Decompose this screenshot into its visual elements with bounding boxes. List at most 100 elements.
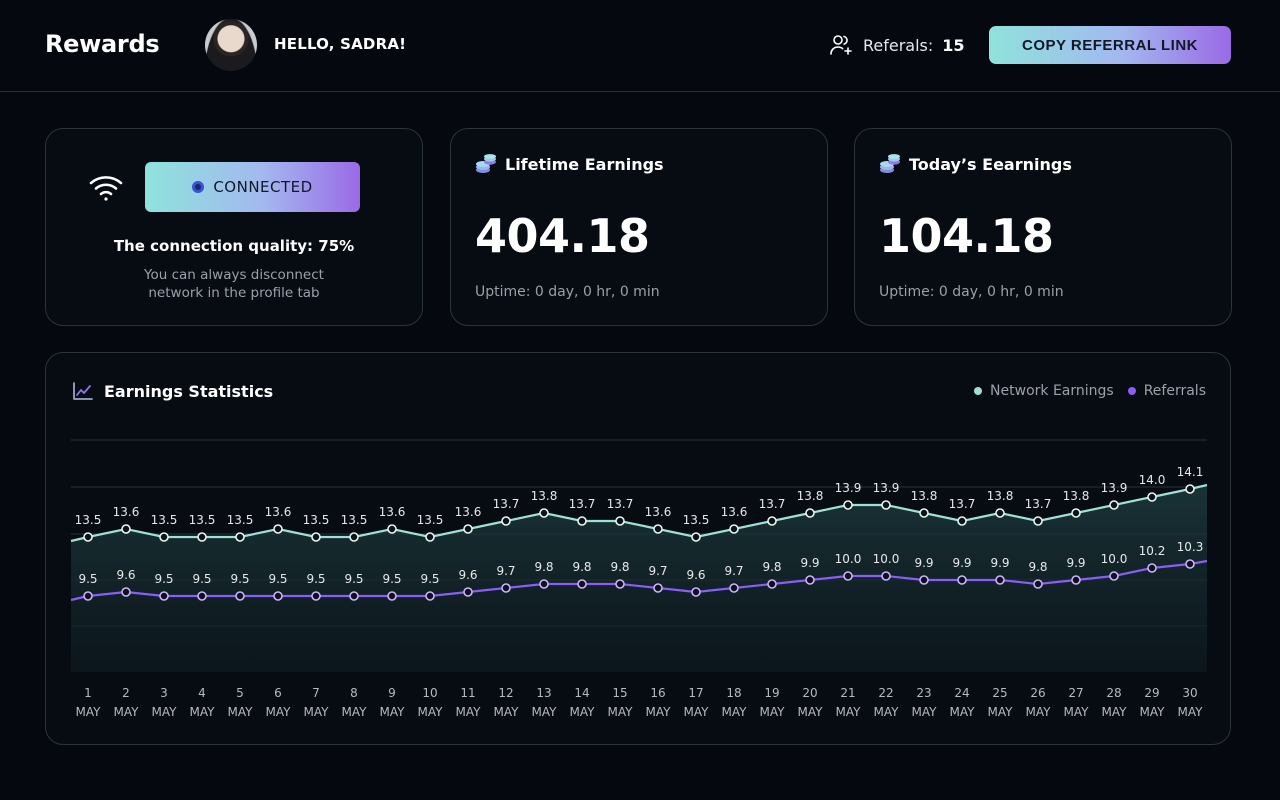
disconnect-hint: You can always disconnect network in the… xyxy=(46,266,422,302)
referral-data-label: 9.5 xyxy=(420,572,439,586)
referral-point xyxy=(653,583,663,593)
network-point xyxy=(691,532,701,542)
legend-referrals[interactable]: Referrals xyxy=(1127,383,1206,399)
referral-data-label: 9.6 xyxy=(686,568,705,582)
network-data-label: 13.9 xyxy=(1101,481,1128,495)
legend-label-network: Network Earnings xyxy=(990,383,1114,399)
network-data-label: 13.5 xyxy=(683,513,710,527)
x-tick-sublabel: MAY xyxy=(494,705,520,719)
referral-point xyxy=(767,579,777,589)
referral-data-label: 9.7 xyxy=(496,564,515,578)
x-tick-sublabel: MAY xyxy=(798,705,824,719)
referrals-count: 15 xyxy=(942,35,965,55)
x-tick-sublabel: MAY xyxy=(760,705,786,719)
x-tick-sublabel: MAY xyxy=(342,705,368,719)
referral-data-label: 9.9 xyxy=(800,556,819,570)
today-earnings-card: Today’s Eearnings 104.18 Uptime: 0 day, … xyxy=(854,128,1232,326)
referrals-line xyxy=(70,559,1208,602)
network-point xyxy=(159,532,169,542)
x-tick-sublabel: MAY xyxy=(114,705,140,719)
network-point xyxy=(121,524,131,534)
referral-data-label: 9.7 xyxy=(724,564,743,578)
copy-referral-link-button[interactable]: COPY REFERRAL LINK xyxy=(989,26,1231,64)
x-tick-label: 28 xyxy=(1106,686,1121,700)
x-tick-label: 10 xyxy=(422,686,437,700)
network-data-label: 13.8 xyxy=(531,489,558,503)
lifetime-earnings-header: Lifetime Earnings xyxy=(475,153,664,175)
referral-point xyxy=(881,571,891,581)
network-point xyxy=(1033,516,1043,526)
network-point xyxy=(349,532,359,542)
referral-data-label: 9.5 xyxy=(268,572,287,586)
referral-point xyxy=(1109,571,1119,581)
referral-point xyxy=(843,571,853,581)
connected-button[interactable]: CONNECTED xyxy=(145,162,360,212)
referral-point xyxy=(1071,575,1081,585)
referral-point xyxy=(121,587,131,597)
x-tick-sublabel: MAY xyxy=(380,705,406,719)
x-tick-sublabel: MAY xyxy=(190,705,216,719)
network-data-label: 13.9 xyxy=(873,481,900,495)
referral-point xyxy=(1147,563,1157,573)
referral-point xyxy=(463,587,473,597)
avatar[interactable] xyxy=(205,19,257,71)
referral-data-label: 9.5 xyxy=(344,572,363,586)
x-tick-label: 3 xyxy=(160,686,168,700)
network-point xyxy=(957,516,967,526)
x-tick-label: 11 xyxy=(460,686,475,700)
header: Rewards HELLO, SADRA! Referals: 15 COPY … xyxy=(0,0,1280,92)
x-tick-sublabel: MAY xyxy=(646,705,672,719)
network-point xyxy=(1071,508,1081,518)
referral-data-label: 9.5 xyxy=(382,572,401,586)
referral-data-label: 9.7 xyxy=(648,564,667,578)
referral-data-label: 10.0 xyxy=(835,552,862,566)
network-data-label: 14.0 xyxy=(1139,473,1166,487)
referral-data-label: 9.9 xyxy=(1066,556,1085,570)
x-tick-label: 5 xyxy=(236,686,244,700)
x-tick-label: 1 xyxy=(84,686,92,700)
legend-network-earnings[interactable]: Network Earnings xyxy=(974,383,1114,399)
greeting: HELLO, SADRA! xyxy=(274,35,407,53)
network-data-label: 13.7 xyxy=(607,497,634,511)
network-point xyxy=(615,516,625,526)
x-tick-sublabel: MAY xyxy=(1102,705,1128,719)
referral-data-label: 9.8 xyxy=(762,560,781,574)
referral-point xyxy=(805,575,815,585)
referral-data-label: 10.0 xyxy=(1101,552,1128,566)
x-tick-label: 13 xyxy=(536,686,551,700)
x-tick-label: 29 xyxy=(1144,686,1159,700)
x-tick-sublabel: MAY xyxy=(722,705,748,719)
connection-card: CONNECTED The connection quality: 75% Yo… xyxy=(45,128,423,326)
referral-point xyxy=(273,591,283,601)
x-tick-sublabel: MAY xyxy=(1178,705,1204,719)
network-data-label: 13.7 xyxy=(493,497,520,511)
referral-point xyxy=(957,575,967,585)
x-tick-sublabel: MAY xyxy=(988,705,1014,719)
wifi-icon xyxy=(89,176,123,201)
x-tick-label: 19 xyxy=(764,686,779,700)
network-data-label: 13.8 xyxy=(987,489,1014,503)
earnings-chart: 13.5 13.6 13.5 13.5 13.5 13.6 13.5 13.5 13.6 13.5… xyxy=(70,439,1208,719)
network-point xyxy=(539,508,549,518)
referral-data-label: 9.5 xyxy=(306,572,325,586)
referral-data-label: 9.8 xyxy=(534,560,553,574)
referral-point xyxy=(1185,559,1195,569)
referral-data-label: 9.8 xyxy=(610,560,629,574)
referral-point xyxy=(577,579,587,589)
page-title: Rewards xyxy=(45,30,160,58)
network-point xyxy=(235,532,245,542)
x-tick-label: 16 xyxy=(650,686,665,700)
x-tick-label: 23 xyxy=(916,686,931,700)
x-tick-label: 12 xyxy=(498,686,513,700)
network-point xyxy=(273,524,283,534)
x-tick-sublabel: MAY xyxy=(608,705,634,719)
network-point xyxy=(463,524,473,534)
x-tick-sublabel: MAY xyxy=(570,705,596,719)
referral-data-label: 9.5 xyxy=(154,572,173,586)
today-earnings-header: Today’s Eearnings xyxy=(879,153,1072,175)
referral-data-label: 9.8 xyxy=(1028,560,1047,574)
connection-quality: The connection quality: 75% xyxy=(113,237,355,255)
x-tick-label: 26 xyxy=(1030,686,1045,700)
x-tick-label: 20 xyxy=(802,686,817,700)
network-data-label: 13.5 xyxy=(227,513,254,527)
